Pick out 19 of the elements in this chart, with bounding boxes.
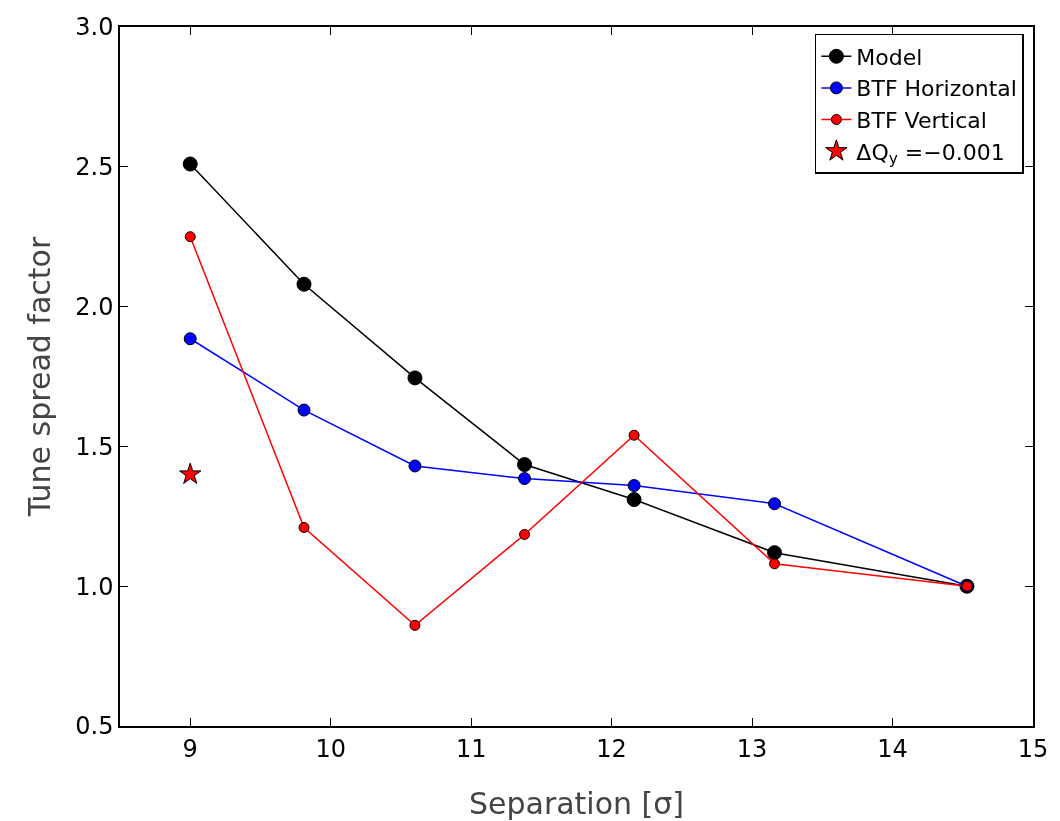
x-tick-label: 13	[736, 734, 768, 763]
legend-label: BTF Vertical	[856, 108, 987, 134]
legend-label: BTF Horizontal	[856, 76, 1017, 102]
x-tick-label: 10	[315, 734, 346, 763]
y-tick-label: 3.0	[75, 13, 114, 42]
x-tick-label: 9	[182, 734, 198, 763]
x-tick-label: 11	[455, 734, 487, 763]
x-tick-label: 15	[1017, 734, 1049, 763]
x-tick-label: 14	[877, 734, 908, 763]
y-tick-label: 1.0	[75, 572, 114, 601]
x-tick-label: 12	[596, 734, 627, 763]
y-tick-label: 2.5	[75, 153, 114, 182]
y-tick-label: 1.5	[75, 432, 114, 461]
legend-label: Model	[856, 44, 923, 70]
y-tick-label: 0.5	[75, 712, 114, 741]
y-axis-title: Tune spread factor	[21, 236, 57, 518]
legend-label: ΔQ$_{y}$ =−0.001	[856, 139, 1005, 169]
y-tick-label: 2.0	[75, 293, 114, 321]
x-axis-title: Separation [σ]	[468, 786, 685, 821]
